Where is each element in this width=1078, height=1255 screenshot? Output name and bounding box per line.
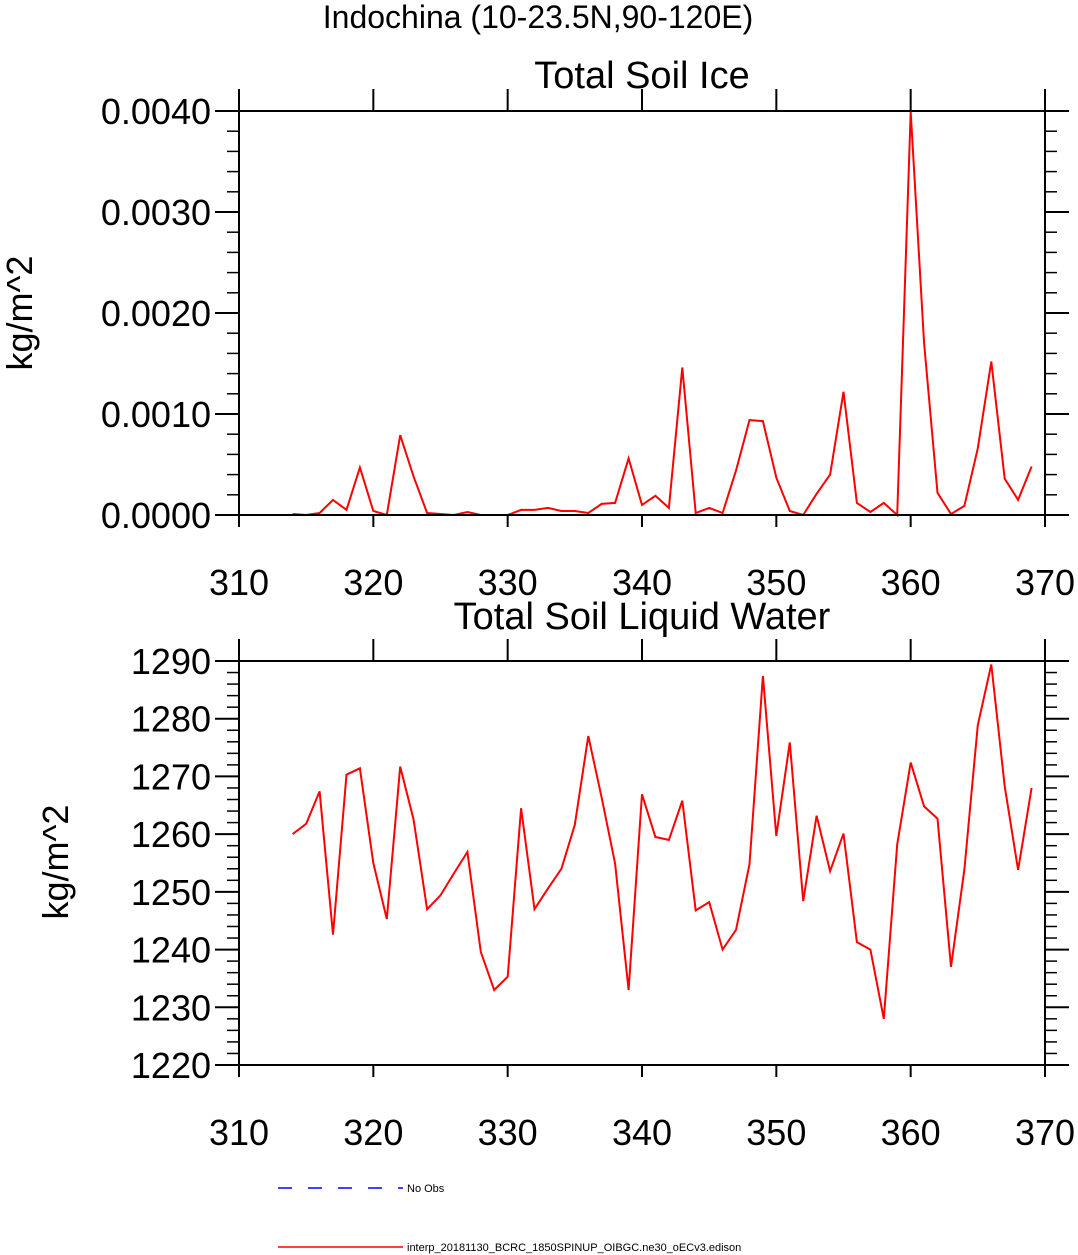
legend-label-no-obs: No Obs — [407, 1183, 445, 1195]
x-tick-label: 340 — [612, 1112, 672, 1153]
x-tick-label: 340 — [612, 562, 672, 603]
plot-frame — [238, 660, 1046, 1066]
x-tick-label: 320 — [343, 1112, 403, 1153]
plot-frame — [238, 110, 1046, 516]
x-tick-label: 360 — [881, 1112, 941, 1153]
y-axis-label: kg/m^2 — [35, 805, 76, 920]
y-tick-label: 1290 — [131, 641, 211, 682]
y-tick-label: 0.0040 — [101, 91, 211, 132]
y-tick-label: 1260 — [131, 814, 211, 855]
series-line-0 — [292, 664, 1033, 1019]
y-tick-label: 0.0030 — [101, 192, 211, 233]
chart-total-soil-liquid-water: Total Soil Liquid Water kg/m^2 310 320 330… — [35, 596, 1075, 1153]
x-tick-label: 370 — [1015, 1112, 1075, 1153]
tick-labels: 310 320 330 340 350 360 370 1220 1230 1240 1250 126… — [131, 641, 1075, 1153]
y-tick-label: 1270 — [131, 756, 211, 797]
x-tick-label: 360 — [881, 562, 941, 603]
x-tick-label: 310 — [209, 562, 269, 603]
y-tick-label: 1240 — [131, 930, 211, 971]
series-lines — [292, 664, 1033, 1019]
legend: No Obs interp_20181130_BCRC_1850SPINUP_O… — [278, 1183, 741, 1254]
x-tick-label: 350 — [746, 562, 806, 603]
y-tick-label: 0.0020 — [101, 293, 211, 334]
y-tick-label: 0.0000 — [101, 495, 211, 536]
y-tick-label: 1280 — [131, 699, 211, 740]
series-line-0 — [292, 111, 1033, 518]
tick-labels: 310 320 330 340 350 360 370 0.0000 0.0010 0.0020 0… — [101, 91, 1075, 603]
axis-ticks — [215, 89, 1069, 527]
y-tick-label: 1220 — [131, 1045, 211, 1086]
x-tick-label: 310 — [209, 1112, 269, 1153]
x-tick-label: 350 — [746, 1112, 806, 1153]
y-axis-label: kg/m^2 — [0, 256, 40, 371]
figure-title: Indochina (10-23.5N,90-120E) — [323, 0, 754, 35]
y-tick-label: 1250 — [131, 872, 211, 913]
chart-title: Total Soil Liquid Water — [454, 596, 831, 638]
x-tick-label: 320 — [343, 562, 403, 603]
y-tick-label: 1230 — [131, 987, 211, 1028]
legend-label-model: interp_20181130_BCRC_1850SPINUP_OIBGC.ne… — [407, 1242, 741, 1254]
x-tick-label: 330 — [478, 562, 538, 603]
chart-total-soil-ice: Total Soil Ice kg/m^2 310 320 330 340 350 360… — [0, 55, 1075, 603]
axis-ticks — [215, 639, 1069, 1077]
series-lines — [292, 111, 1033, 518]
y-tick-label: 0.0010 — [101, 394, 211, 435]
x-tick-label: 370 — [1015, 562, 1075, 603]
x-tick-label: 330 — [478, 1112, 538, 1153]
